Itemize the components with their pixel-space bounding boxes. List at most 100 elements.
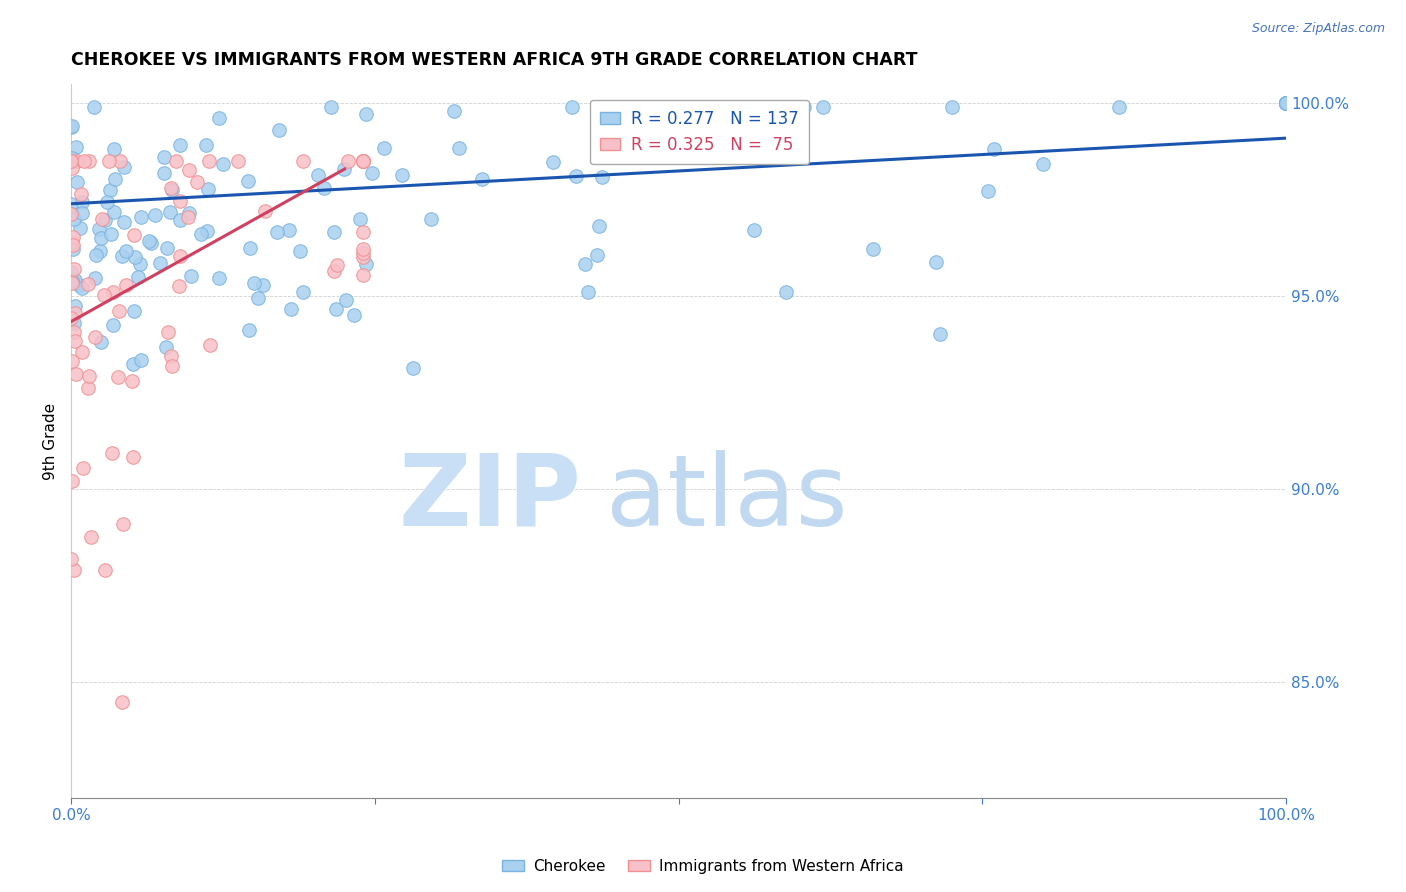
Point bbox=[96, 194, 118, 209]
Point bbox=[122, 227, 145, 242]
Point bbox=[108, 154, 131, 169]
Point bbox=[138, 235, 160, 249]
Point bbox=[124, 250, 146, 264]
Point bbox=[60, 154, 83, 169]
Text: Source: ZipAtlas.com: Source: ZipAtlas.com bbox=[1251, 22, 1385, 36]
Point bbox=[62, 211, 84, 226]
Point bbox=[335, 293, 357, 307]
Point bbox=[70, 206, 93, 220]
Point bbox=[352, 154, 374, 169]
Point bbox=[129, 257, 152, 271]
Point bbox=[198, 338, 221, 352]
Point bbox=[127, 269, 149, 284]
Point bbox=[60, 197, 83, 211]
Point bbox=[169, 194, 191, 209]
Point bbox=[60, 154, 83, 169]
Point bbox=[103, 142, 125, 156]
Point bbox=[1275, 96, 1298, 111]
Point bbox=[977, 184, 1000, 198]
Point bbox=[208, 111, 231, 125]
Point bbox=[793, 100, 815, 114]
Point bbox=[63, 299, 86, 313]
Point bbox=[83, 100, 105, 114]
Point bbox=[471, 171, 494, 186]
Point bbox=[115, 278, 138, 293]
Text: CHEROKEE VS IMMIGRANTS FROM WESTERN AFRICA 9TH GRADE CORRELATION CHART: CHEROKEE VS IMMIGRANTS FROM WESTERN AFRI… bbox=[72, 51, 918, 69]
Y-axis label: 9th Grade: 9th Grade bbox=[44, 402, 58, 480]
Point bbox=[62, 230, 84, 244]
Point bbox=[60, 551, 83, 566]
Point bbox=[1275, 96, 1298, 111]
Point bbox=[129, 353, 152, 368]
Point bbox=[266, 225, 288, 239]
Point bbox=[103, 285, 125, 299]
Point bbox=[1032, 157, 1054, 171]
Point bbox=[94, 213, 117, 227]
Point bbox=[360, 166, 382, 180]
Point bbox=[352, 154, 374, 169]
Point bbox=[65, 154, 87, 169]
Point bbox=[195, 138, 218, 153]
Point bbox=[1275, 96, 1298, 111]
Point bbox=[139, 236, 162, 251]
Point bbox=[149, 256, 172, 270]
Point bbox=[84, 330, 107, 344]
Point bbox=[246, 291, 269, 305]
Point bbox=[373, 141, 395, 155]
Point bbox=[337, 154, 360, 169]
Point bbox=[710, 136, 733, 150]
Point bbox=[1275, 96, 1298, 111]
Point bbox=[77, 381, 100, 395]
Point bbox=[1275, 96, 1298, 111]
Point bbox=[73, 154, 96, 169]
Point bbox=[252, 277, 274, 292]
Point bbox=[153, 150, 176, 164]
Point bbox=[62, 242, 84, 256]
Point bbox=[62, 325, 84, 339]
Point bbox=[111, 695, 134, 709]
Point bbox=[312, 180, 335, 194]
Point bbox=[352, 268, 374, 283]
Point bbox=[186, 175, 208, 189]
Point bbox=[349, 211, 371, 226]
Point bbox=[238, 323, 260, 337]
Point bbox=[212, 157, 235, 171]
Point bbox=[169, 212, 191, 227]
Point bbox=[352, 154, 374, 169]
Point bbox=[98, 154, 121, 169]
Point bbox=[198, 154, 221, 169]
Point bbox=[239, 241, 262, 255]
Point bbox=[69, 221, 91, 235]
Point bbox=[278, 223, 301, 237]
Point bbox=[1275, 96, 1298, 111]
Point bbox=[65, 139, 87, 153]
Point bbox=[111, 249, 134, 263]
Point bbox=[98, 183, 121, 197]
Point bbox=[208, 271, 231, 285]
Point bbox=[319, 100, 342, 114]
Point bbox=[290, 244, 312, 258]
Point bbox=[449, 140, 471, 154]
Point bbox=[565, 169, 588, 183]
Point bbox=[60, 207, 83, 221]
Text: ZIP: ZIP bbox=[398, 450, 582, 547]
Point bbox=[63, 334, 86, 348]
Point bbox=[63, 273, 86, 287]
Point bbox=[862, 242, 884, 256]
Point bbox=[941, 100, 963, 114]
Point bbox=[226, 154, 249, 169]
Point bbox=[86, 248, 108, 262]
Point bbox=[574, 257, 596, 271]
Point bbox=[929, 326, 952, 341]
Point bbox=[63, 261, 86, 276]
Point bbox=[169, 249, 191, 263]
Point bbox=[60, 354, 83, 368]
Legend: Cherokee, Immigrants from Western Africa: Cherokee, Immigrants from Western Africa bbox=[496, 853, 910, 880]
Point bbox=[1275, 96, 1298, 111]
Point bbox=[115, 244, 138, 258]
Point bbox=[925, 255, 948, 269]
Point bbox=[773, 121, 796, 136]
Point bbox=[352, 154, 374, 169]
Point bbox=[101, 318, 124, 332]
Point bbox=[326, 258, 349, 272]
